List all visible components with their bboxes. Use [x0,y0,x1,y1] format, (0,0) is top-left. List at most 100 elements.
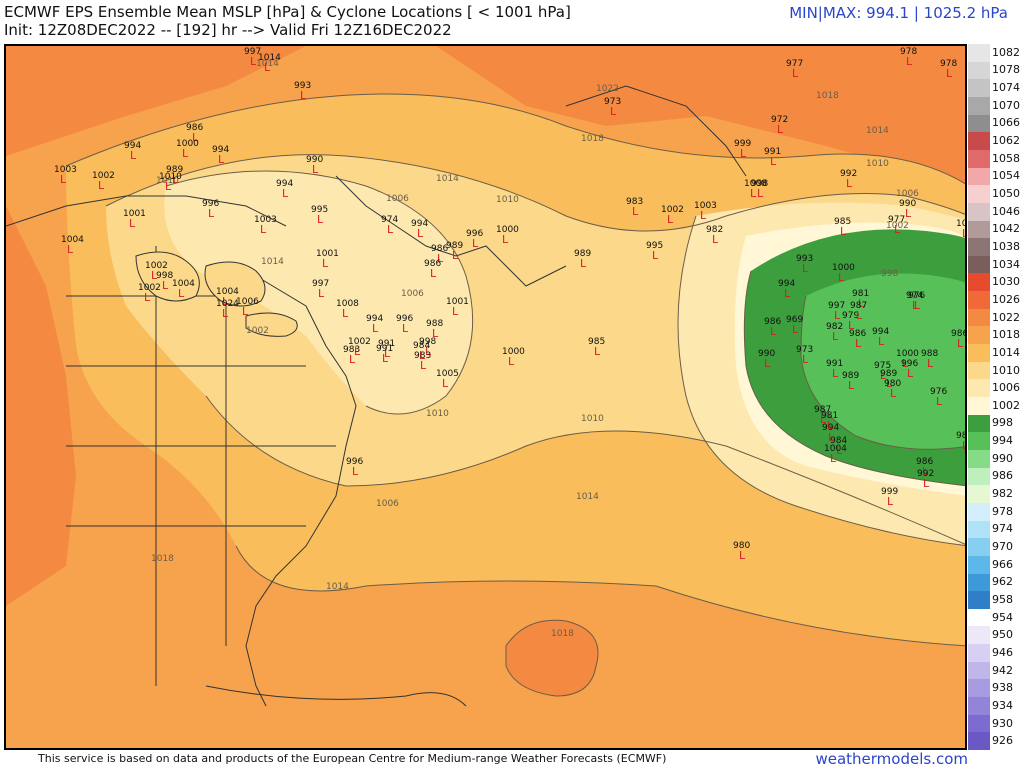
colorbar-label: 1070 [992,98,1020,112]
colorbar-swatch [968,626,990,645]
cyclone-pressure: 992 [917,469,934,479]
cyclone-pressure: 993 [796,254,813,264]
colorbar-label: 1014 [992,345,1020,359]
cyclone-L-marker: L [907,367,914,380]
cyclone-pressure: 1005 [436,369,459,379]
min-max-readout: MIN|MAX: 994.1 | 1025.2 hPa [789,4,1008,22]
colorbar-swatch [968,467,990,486]
cyclone-pressure: 974 [906,291,923,301]
cyclone-L-marker: L [667,213,674,226]
colorbar-label: 958 [992,592,1013,606]
cyclone-L-marker: L [836,444,843,457]
cyclone-L-marker: L [165,180,172,193]
cyclone-pressure: 1003 [54,165,77,175]
cyclone-pressure: 1010 [159,172,182,182]
cyclone-pressure: 1004 [172,279,195,289]
cyclone-L-marker: L [594,345,601,358]
colorbar-label: 966 [992,557,1013,571]
cyclone-L-marker: L [914,299,921,312]
cyclone-pressure: 983 [626,197,643,207]
cyclone-L-marker: L [878,335,885,348]
colorbar-label: 950 [992,628,1013,642]
cyclone-pressure: 973 [796,345,813,355]
colorbar-label: 994 [992,434,1013,448]
colorbar-swatch [968,96,990,116]
cyclone-pressure: 989 [956,431,967,441]
colorbar-label: 970 [992,540,1013,554]
colorbar-swatch [968,344,990,363]
cyclone-L-marker: L [425,345,432,358]
cyclone-pressure: 984 [413,341,430,351]
cyclone-pressure: 1004 [216,287,239,297]
colorbar-label: 946 [992,645,1013,659]
colorbar-swatch [968,220,990,239]
cyclone-pressure: 1002 [145,261,168,271]
colorbar-swatch [968,502,990,522]
isobar-label: 1014 [261,257,284,267]
colorbar-label: 954 [992,610,1013,624]
cyclone-L-marker: L [946,67,953,80]
cyclone-pressure: 986 [431,244,448,254]
cyclone-pressure: 995 [311,205,328,215]
colorbar-swatch [968,61,990,80]
cyclone-L-marker: L [905,207,912,220]
cyclone-pressure: 999 [881,487,898,497]
cyclone-L-marker: L [610,105,617,118]
colorbar-label: 1038 [992,239,1020,253]
cyclone-pressure: 972 [771,115,788,125]
cyclone-pressure: 1000 [176,139,199,149]
cyclone-L-marker: L [430,267,437,280]
cyclone-L-marker: L [129,217,136,230]
colorbar-label: 1074 [992,81,1020,95]
colorbar-swatch [968,79,990,98]
colorbar-label: 998 [992,416,1013,430]
cyclone-L-marker: L [886,377,893,390]
cyclone-L-marker: L [894,223,901,236]
cyclone-L-marker: L [848,319,855,332]
cyclone-pressure: 994 [822,423,839,433]
colorbar-swatch [968,397,990,416]
cyclone-L-marker: L [130,149,137,162]
colorbar-swatch [968,432,990,451]
cyclone-pressure: 979 [842,311,859,321]
isobar-labels: 1014 1022 1018 1018 1014 1010 1006 1002 1010 1006… [151,59,919,639]
brand-link[interactable]: weathermodels.com [815,750,968,768]
cyclone-pressure: 991 [764,147,781,157]
cyclone-pressure: 1014 [258,53,281,63]
cyclone-L-marker: L [502,233,509,246]
isobar-label: 1006 [386,194,409,204]
cyclone-L-marker: L [802,353,809,366]
cyclone-L-marker: L [472,237,479,250]
cyclone-pressure: 1004 [824,444,847,454]
